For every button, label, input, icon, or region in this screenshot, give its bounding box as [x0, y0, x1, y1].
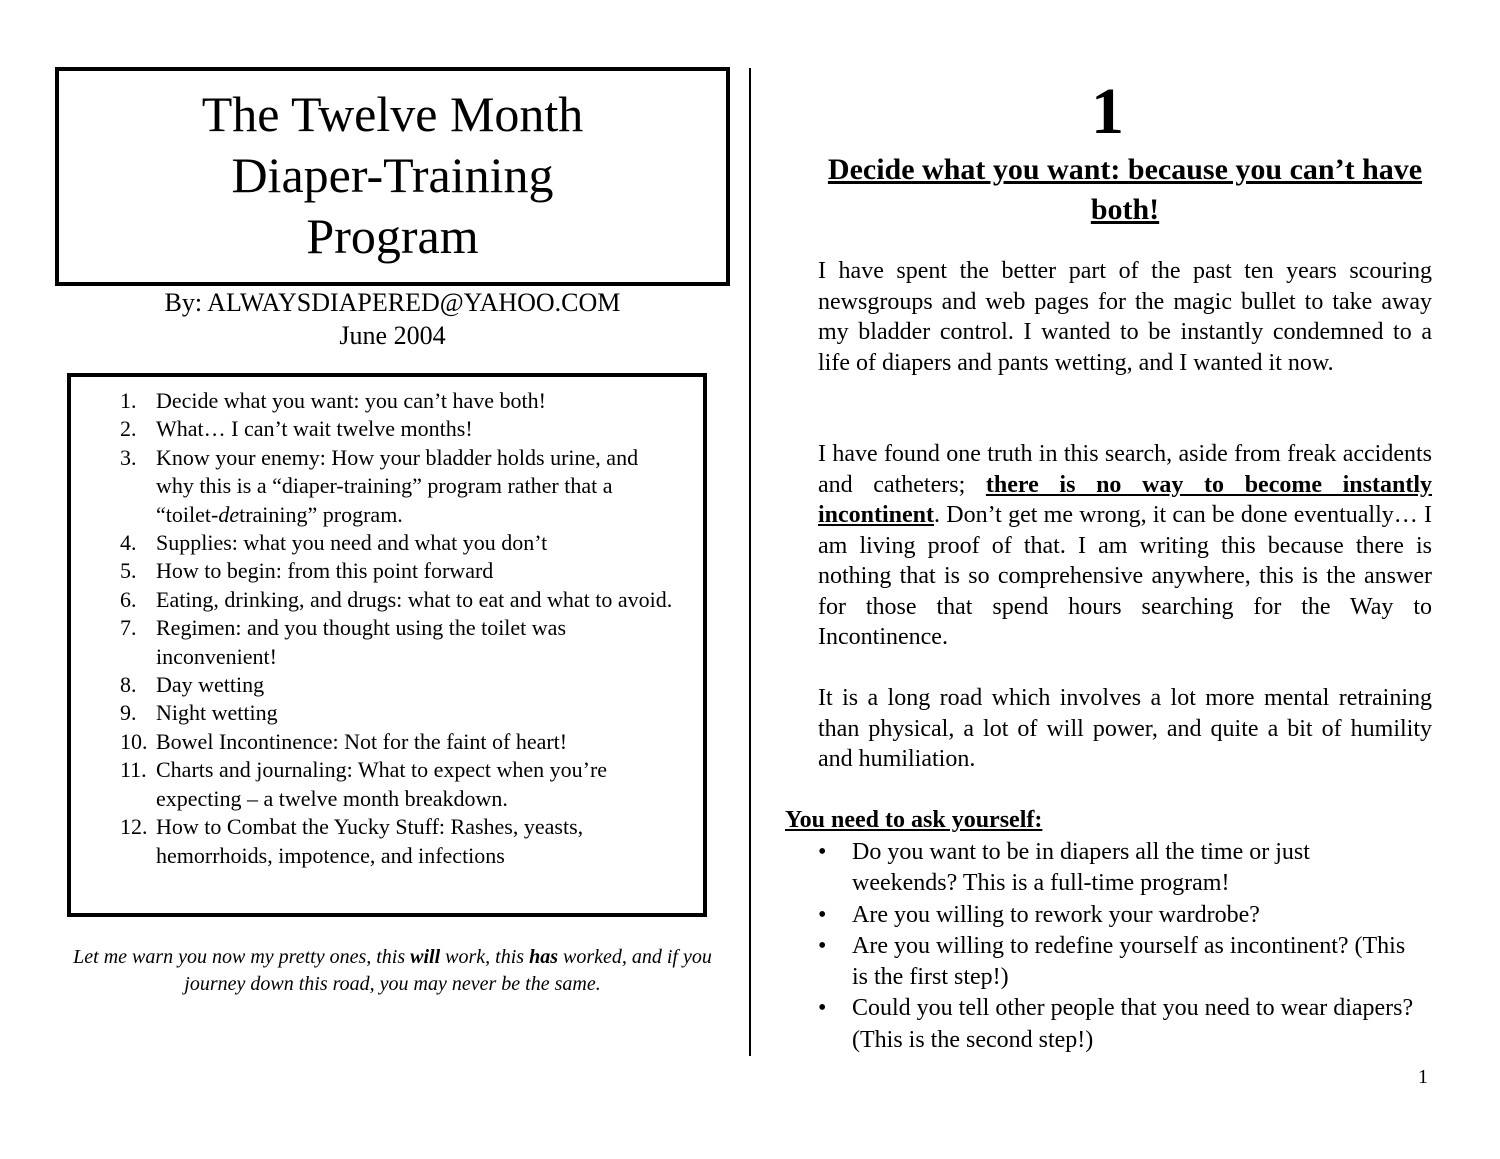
paragraph: I have spent the better part of the past…: [818, 258, 1432, 376]
table-of-contents: 1. Decide what you want: you can’t have b…: [71, 387, 703, 870]
toc-text: What… I can’t wait twelve months!: [156, 416, 473, 442]
toc-number: 6.: [120, 586, 137, 612]
toc-item: 9. Night wetting: [71, 699, 676, 727]
toc-number: 5.: [120, 558, 137, 584]
toc-text: Charts and journaling: What to expect wh…: [156, 757, 608, 811]
toc-item: 3. Know your enemy: How your bladder hold…: [71, 444, 676, 529]
toc-item: 5. How to begin: from this point forward: [71, 557, 676, 585]
toc-item: 6. Eating, drinking, and drugs: what to e…: [71, 586, 676, 614]
paragraph: It is a long road which involves a lot m…: [818, 685, 1432, 772]
toc-text-italic: de: [218, 501, 240, 527]
toc-text: Know your enemy: How your bladder holds …: [156, 444, 639, 527]
list-item: • Could you tell other people that you ne…: [818, 993, 1418, 1056]
bullet-icon: •: [818, 995, 827, 1022]
toc-number: 1.: [120, 388, 137, 413]
toc-text: Regimen: and you thought using the toile…: [156, 615, 567, 669]
section-subheading: You need to ask yourself:: [785, 807, 1043, 833]
author-byline: By: ALWAYSDIAPERED@YAHOO.COM: [164, 288, 621, 317]
toc-number: 9.: [120, 700, 137, 726]
toc-number: 11.: [120, 757, 147, 783]
toc-text: Decide what you want: you can’t have bot…: [156, 388, 546, 413]
toc-text: Day wetting: [156, 672, 265, 698]
paragraph-text: I have found one truth in this search, a…: [818, 441, 1432, 498]
toc-item: 12. How to Combat the Yucky Stuff: Rashes…: [71, 813, 676, 870]
warning-emphasis: will: [410, 946, 441, 968]
toc-text: Supplies: what you need and what you don…: [156, 530, 548, 556]
column-divider: [749, 68, 751, 1056]
title-line: Program: [306, 208, 479, 264]
toc-item: 8. Day wetting: [71, 671, 676, 699]
toc-text: Eating, drinking, and drugs: what to eat…: [156, 586, 673, 612]
toc-number: 7.: [120, 615, 137, 641]
toc-item: 4. Supplies: what you need and what you d…: [71, 529, 676, 557]
bullet-icon: •: [818, 901, 827, 928]
title-line: Diaper-Training: [231, 147, 554, 203]
toc-text: Night wetting: [156, 700, 278, 726]
list-item-text: Are you willing to redefine yourself as …: [852, 932, 1406, 991]
warning-text: Let me warn you now my pretty ones, this: [73, 946, 411, 968]
list-item-text: Do you want to be in diapers all the tim…: [852, 839, 1310, 897]
warning-emphasis: has: [529, 946, 558, 968]
page-number: 1: [1418, 1066, 1428, 1088]
title-line: The Twelve Month: [201, 86, 584, 142]
list-item: • Are you willing to redefine yourself as…: [818, 931, 1418, 994]
warning-note: Let me warn you now my pretty ones, this…: [60, 944, 725, 998]
toc-number: 4.: [120, 530, 137, 556]
chapter-number: 1: [1091, 75, 1124, 148]
toc-text: training” program.: [239, 501, 403, 527]
bullet-icon: •: [818, 839, 827, 865]
warning-text: work, this: [440, 946, 530, 968]
toc-item: 1. Decide what you want: you can’t have b…: [71, 387, 676, 415]
paragraph: I have found one truth in this search, a…: [818, 439, 1432, 653]
toc-number: 10.: [120, 728, 148, 754]
list-item: • Do you want to be in diapers all the ti…: [818, 837, 1418, 900]
list-item-text: Could you tell other people that you nee…: [852, 995, 1414, 1053]
publish-date: June 2004: [339, 321, 446, 350]
toc-number: 12.: [120, 814, 148, 840]
paragraph-emphasis: there is no way to become instantly inco…: [818, 471, 1432, 529]
byline-block: By: ALWAYSDIAPERED@YAHOO.COM June 2004: [55, 286, 730, 352]
bullet-icon: •: [818, 932, 827, 959]
toc-item: 10. Bowel Incontinence: Not for the faint…: [71, 728, 676, 756]
toc-item: 2. What… I can’t wait twelve months!: [71, 415, 676, 443]
chapter-heading: Decide what you want: because you can’t …: [827, 153, 1423, 226]
toc-number: 3.: [120, 444, 137, 470]
toc-number: 2.: [120, 416, 137, 442]
toc-item: 11. Charts and journaling: What to expect…: [71, 756, 676, 813]
toc-text: How to begin: from this point forward: [156, 558, 494, 584]
table-of-contents-box: 1. Decide what you want: you can’t have b…: [67, 373, 707, 917]
toc-number: 8.: [120, 672, 137, 698]
paragraph-text: . Don’t get me wrong, it can be done eve…: [818, 502, 1432, 650]
toc-item: 7. Regimen: and you thought using the toi…: [71, 614, 676, 671]
question-list: • Do you want to be in diapers all the ti…: [818, 837, 1418, 1056]
title-box: The Twelve Month Diaper-Training Program: [55, 67, 730, 286]
list-item: • Are you willing to rework your wardrobe…: [818, 900, 1418, 931]
list-item-text: Are you willing to rework your wardrobe?: [852, 901, 1260, 928]
toc-text: How to Combat the Yucky Stuff: Rashes, y…: [156, 814, 584, 868]
warning-text: worked, and if you journey down this roa…: [184, 946, 712, 995]
toc-text: Bowel Incontinence: Not for the faint of…: [156, 728, 568, 754]
